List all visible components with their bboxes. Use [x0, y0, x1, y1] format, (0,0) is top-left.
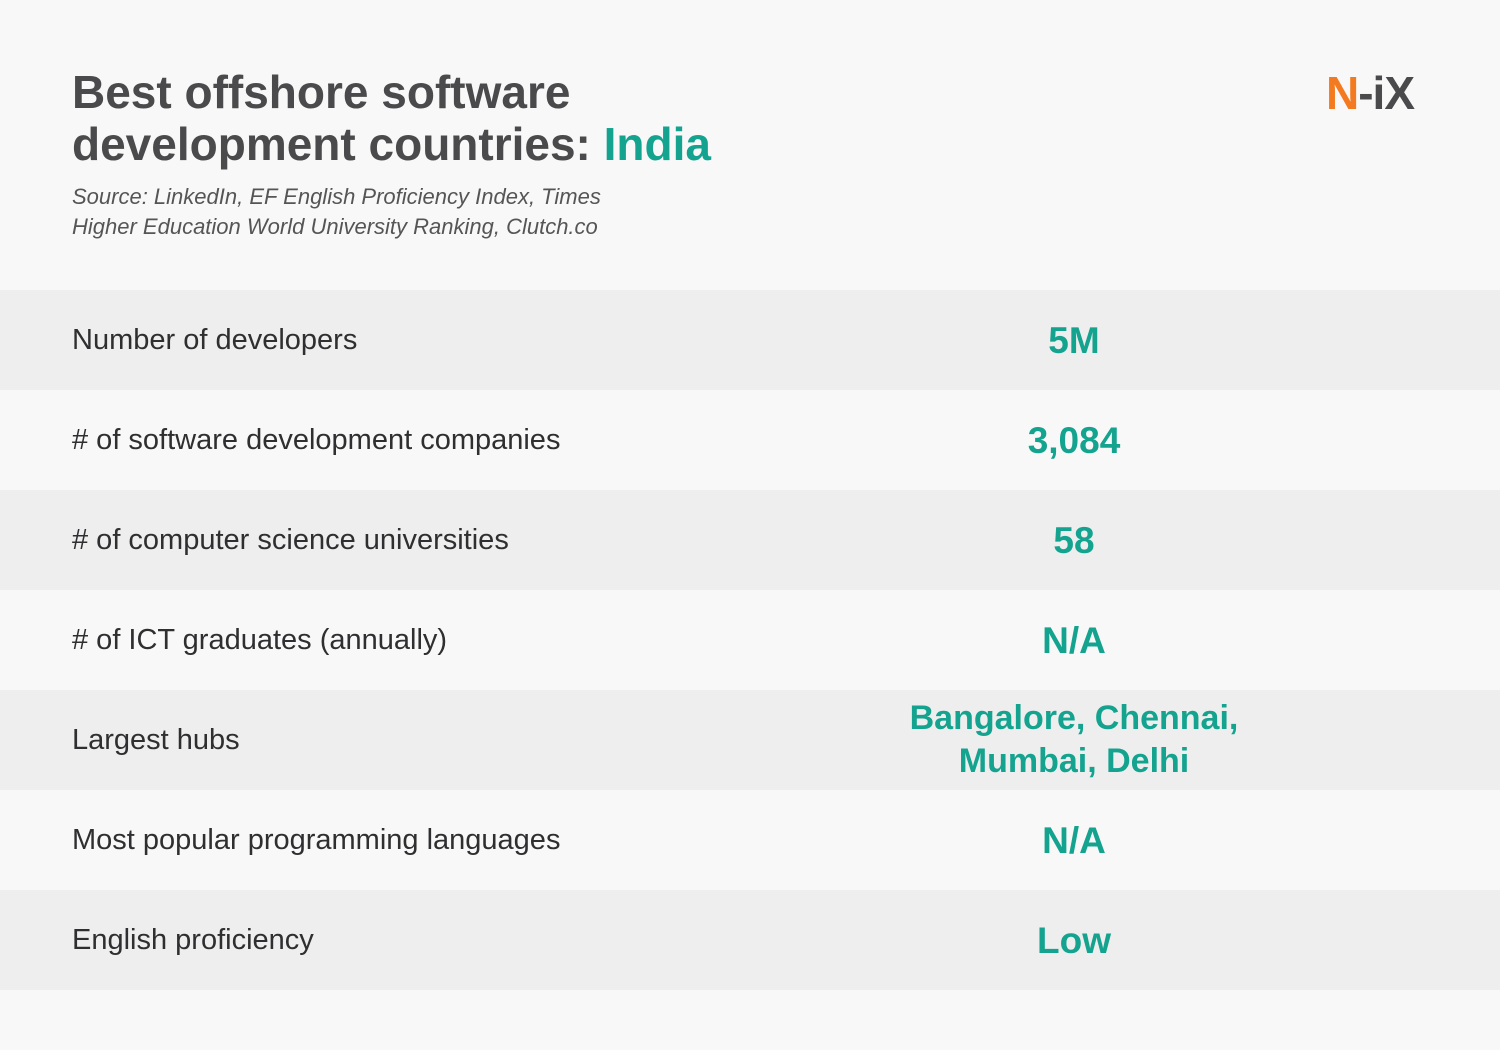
page-title: Best offshore software development count…	[72, 66, 772, 170]
source-note: Source: LinkedIn, EF English Proficiency…	[72, 184, 601, 239]
row-value: 58	[1053, 519, 1095, 561]
row-value: N/A	[1042, 619, 1106, 661]
table-row: Number of developers 5M	[0, 290, 1500, 390]
n-ix-logo: N-iX	[1326, 66, 1415, 120]
row-label: # of software development companies	[72, 423, 561, 456]
logo-n: N	[1326, 67, 1359, 119]
table-row: # of software development companies 3,084	[0, 390, 1500, 490]
row-value: Bangalore, Chennai, Mumbai, Delhi	[909, 699, 1239, 780]
row-value: N/A	[1042, 819, 1106, 861]
table-row: Most popular programming languages N/A	[0, 790, 1500, 890]
row-label: # of ICT graduates (annually)	[72, 623, 448, 656]
table-row: Largest hubs Bangalore, Chennai, Mumbai, …	[0, 690, 1500, 790]
row-label: Most popular programming languages	[72, 823, 561, 856]
title-country: India	[603, 118, 711, 170]
table-row: # of computer science universities 58	[0, 490, 1500, 590]
row-label: English proficiency	[72, 923, 314, 956]
row-label: Largest hubs	[72, 723, 240, 756]
table-row: # of ICT graduates (annually) N/A	[0, 590, 1500, 690]
row-value: 5M	[1048, 319, 1100, 361]
stats-table: Number of developers 5M # of software dev…	[0, 290, 1500, 990]
row-label: Number of developers	[72, 323, 358, 356]
title-text: Best offshore software development count…	[72, 66, 604, 170]
table-row: English proficiency Low	[0, 890, 1500, 990]
logo-rest: -iX	[1358, 67, 1415, 119]
row-label: # of computer science universities	[72, 523, 509, 556]
row-value: Low	[1037, 919, 1111, 961]
row-value: 3,084	[1027, 419, 1121, 461]
